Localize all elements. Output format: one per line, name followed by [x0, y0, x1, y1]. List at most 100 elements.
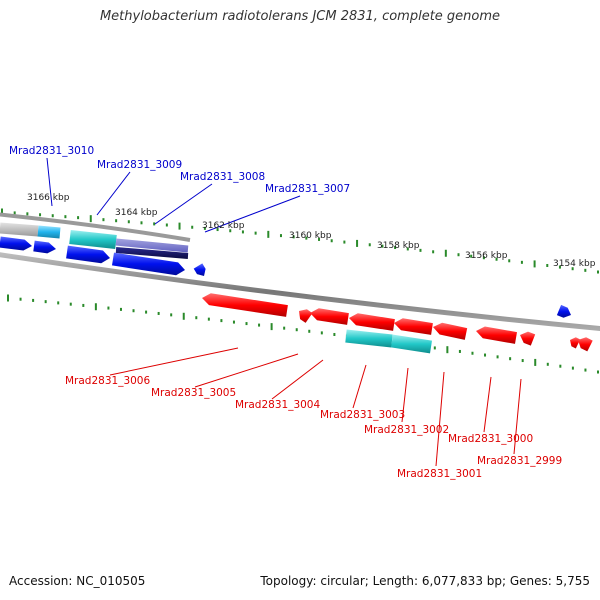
gene-feature-forward: [193, 263, 206, 276]
lower-scale-tick: [32, 298, 35, 302]
lower-scale-tick: [270, 323, 273, 331]
gene-feature-reverse: [202, 293, 288, 317]
scale-label-3162: 3162 kbp: [202, 221, 245, 231]
gene-feature-reverse: [433, 322, 468, 340]
lower-scale-tick: [584, 368, 587, 372]
lower-scale-tick: [145, 310, 148, 314]
lower-scale-tick: [132, 309, 135, 313]
lower-scale-tick: [458, 349, 461, 353]
lower-scale-tick: [182, 312, 185, 320]
gene-feature-navy: [115, 247, 189, 259]
leader-line: [109, 347, 239, 376]
lower-scale-tick: [94, 303, 97, 311]
gene-label-mrad2831-2999[interactable]: Mrad2831_2999: [477, 455, 562, 467]
genome-backbone-upper: [0, 212, 191, 242]
upper-scale-tick: [558, 265, 561, 269]
scale-label-3158: 3158 kbp: [377, 241, 420, 251]
lower-scale-tick: [44, 300, 47, 304]
upper-scale-tick: [406, 247, 409, 251]
upper-scale-tick: [292, 235, 295, 239]
lower-scale-tick: [571, 366, 574, 370]
upper-scale-tick: [597, 270, 599, 274]
lower-scale-tick: [308, 329, 311, 333]
leader-line: [401, 367, 409, 423]
gene-label-mrad2831-3010[interactable]: Mrad2831_3010: [9, 145, 94, 157]
upper-scale-tick: [520, 260, 523, 264]
lower-scale-tick: [496, 355, 499, 359]
upper-scale-tick: [571, 267, 574, 271]
gene-label-mrad2831-3000[interactable]: Mrad2831_3000: [448, 433, 533, 445]
upper-scale-tick: [279, 234, 282, 238]
upper-scale-tick: [457, 253, 460, 257]
leader-line: [483, 376, 492, 433]
lower-scale-tick: [534, 358, 537, 366]
upper-scale-tick: [419, 248, 422, 252]
upper-scale-tick: [153, 222, 156, 226]
gene-feature-reverse: [520, 331, 536, 346]
gene-label-mrad2831-3004[interactable]: Mrad2831_3004: [235, 399, 320, 411]
accession-text: Accession: NC_010505: [9, 574, 146, 588]
lower-scale-tick: [283, 326, 286, 330]
lower-scale-tick: [546, 362, 549, 366]
leader-line: [435, 371, 445, 467]
upper-scale-tick: [203, 226, 206, 230]
gene-label-mrad2831-3006[interactable]: Mrad2831_3006: [65, 375, 150, 387]
lower-scale-tick: [333, 332, 336, 336]
gene-feature-reverse: [570, 337, 581, 349]
leader-line: [352, 364, 367, 409]
lower-scale-tick: [509, 357, 512, 361]
gene-label-mrad2831-3007[interactable]: Mrad2831_3007: [265, 183, 350, 195]
upper-scale-tick: [267, 230, 270, 238]
lower-scale-tick: [521, 359, 524, 363]
lower-scale-tick: [258, 323, 261, 327]
gene-label-mrad2831-3001[interactable]: Mrad2831_3001: [397, 468, 482, 480]
upper-scale-tick: [394, 246, 397, 250]
gene-feature-forward: [556, 304, 571, 318]
upper-scale-tick: [26, 212, 29, 216]
gene-feature-purple: [115, 238, 189, 253]
genome-stats-text: Topology: circular; Length: 6,077,833 bp…: [260, 574, 590, 588]
leader-line: [46, 157, 53, 207]
gene-feature-reverse: [349, 313, 395, 331]
upper-scale-tick: [229, 229, 232, 233]
upper-scale-tick: [318, 237, 321, 241]
upper-scale-tick: [191, 225, 194, 229]
gene-label-mrad2831-3002[interactable]: Mrad2831_3002: [364, 424, 449, 436]
upper-scale-tick: [1, 208, 3, 216]
gene-feature-forward: [33, 240, 56, 254]
gene-feature-reverse: [394, 318, 433, 335]
leader-line: [271, 359, 324, 400]
leader-line: [204, 195, 301, 233]
lower-scale-tick: [471, 351, 474, 355]
lower-scale-tick: [597, 370, 599, 374]
upper-scale-tick: [343, 240, 346, 244]
upper-scale-tick: [115, 219, 118, 223]
lower-scale-tick: [57, 301, 60, 305]
lower-scale-tick: [7, 294, 9, 302]
upper-scale-tick: [127, 220, 130, 224]
upper-scale-tick: [482, 256, 485, 260]
lower-scale-tick: [220, 319, 223, 323]
gene-feature-reverse: [578, 337, 593, 352]
upper-scale-tick: [533, 260, 536, 268]
gene-label-mrad2831-3005[interactable]: Mrad2831_3005: [151, 387, 236, 399]
lower-scale-tick: [82, 303, 85, 307]
lower-scale-tick: [69, 302, 72, 306]
scale-label-3164: 3164 kbp: [115, 208, 158, 218]
gene-feature-rna: [69, 230, 117, 249]
gene-label-mrad2831-3003[interactable]: Mrad2831_3003: [320, 409, 405, 421]
upper-scale-tick: [305, 236, 308, 240]
gene-label-mrad2831-3008[interactable]: Mrad2831_3008: [180, 171, 265, 183]
upper-scale-tick: [77, 216, 80, 220]
upper-scale-tick: [140, 221, 143, 225]
lower-scale-tick: [207, 317, 210, 321]
label-leader-lines: [46, 157, 522, 467]
gene-label-mrad2831-3009[interactable]: Mrad2831_3009: [97, 159, 182, 171]
lower-scale-tick: [119, 307, 122, 311]
scale-label-3166: 3166 kbp: [27, 193, 70, 203]
upper-scale-tick: [470, 254, 473, 258]
leader-line: [194, 353, 299, 388]
gene-feature-forward: [112, 252, 185, 276]
scale-label-3156: 3156 kbp: [465, 251, 508, 261]
upper-scale-tick: [368, 243, 371, 247]
